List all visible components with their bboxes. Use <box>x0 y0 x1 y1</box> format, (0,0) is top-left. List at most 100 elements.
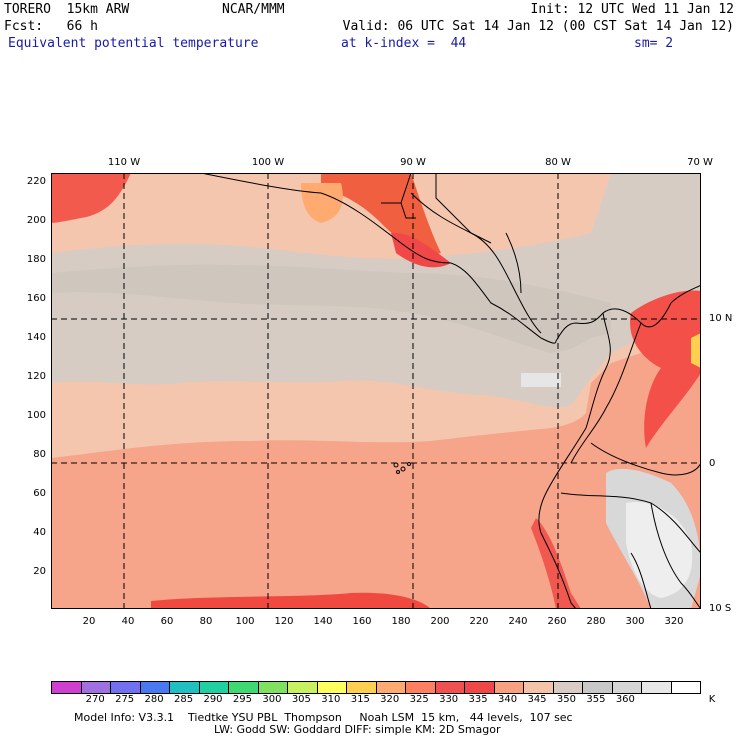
colorbar-level-label: 350 <box>556 694 576 705</box>
lon-label: 110 W <box>107 157 141 168</box>
colorbar-swatch <box>140 682 170 693</box>
field-shading-350b <box>51 264 611 353</box>
y-tick: 180 <box>26 254 46 265</box>
x-tick: 300 <box>625 616 645 627</box>
field-shading-330-peru <box>531 518 581 609</box>
lon-label: 80 W <box>545 157 571 168</box>
field-shading-330-south <box>151 592 431 609</box>
x-tick: 20 <box>82 616 96 627</box>
y-tick: 60 <box>33 488 46 499</box>
colorbar-level-label: 360 <box>615 694 635 705</box>
colorbar-swatch <box>435 682 465 693</box>
lon-label: 100 W <box>251 157 285 168</box>
x-tick: 280 <box>586 616 606 627</box>
y-tick: 40 <box>33 527 46 538</box>
lon-label: 90 W <box>400 157 426 168</box>
field-shading-310-co <box>691 333 701 368</box>
colorbar-level-label: 345 <box>527 694 547 705</box>
colorbar-level-label: 325 <box>409 694 429 705</box>
colorbar-swatch <box>376 682 406 693</box>
x-tick: 60 <box>160 616 174 627</box>
y-tick: 20 <box>33 566 46 577</box>
lat-label: 0 <box>709 458 716 469</box>
colorbar-level-label: 290 <box>203 694 223 705</box>
colorbar-level-label: 310 <box>321 694 341 705</box>
coastlines <box>200 173 701 609</box>
y-tick: 220 <box>26 176 46 187</box>
y-tick: 120 <box>26 371 46 382</box>
x-tick: 320 <box>664 616 684 627</box>
x-tick: 80 <box>199 616 213 627</box>
colorbar-swatch <box>52 682 82 693</box>
field-shading-330-co <box>630 290 701 448</box>
level-info: at k-index = 44 <box>341 36 467 51</box>
y-tick: 200 <box>26 215 46 226</box>
x-tick: 200 <box>430 616 450 627</box>
colorbar-level-label: 330 <box>439 694 459 705</box>
colorbar-unit: K <box>708 694 716 705</box>
colorbar-swatch <box>671 682 700 693</box>
colorbar <box>51 681 701 694</box>
lat-label: 10 N <box>709 313 733 324</box>
model-name: TORERO 15km ARW <box>4 2 130 17</box>
y-tick: 140 <box>26 332 46 343</box>
colorbar-swatch <box>258 682 288 693</box>
x-tick: 140 <box>313 616 333 627</box>
y-tick: 80 <box>33 449 46 460</box>
latlon-grid <box>51 173 701 609</box>
colorbar-level-label: 315 <box>350 694 370 705</box>
colorbar-swatch <box>494 682 524 693</box>
colorbar-swatch <box>406 682 436 693</box>
lon-label: 70 W <box>687 157 713 168</box>
colorbar-swatch <box>553 682 583 693</box>
colorbar-level-label: 280 <box>144 694 164 705</box>
colorbar-level-label: 320 <box>380 694 400 705</box>
x-tick: 260 <box>547 616 567 627</box>
colorbar-swatch <box>111 682 141 693</box>
colorbar-level-label: 340 <box>497 694 518 705</box>
map-frame <box>51 173 701 609</box>
model-info-line2: LW: Godd SW: Goddard DIFF: simple KM: 2D… <box>214 723 501 736</box>
field-shading-330-nw <box>51 173 131 223</box>
colorbar-swatch <box>229 682 259 693</box>
valid-time: Valid: 06 UTC Sat 14 Jan 12 (00 CST Sat … <box>342 19 734 34</box>
colorbar-level-label: 285 <box>173 694 194 705</box>
colorbar-level-label: 270 <box>85 694 105 705</box>
field-shading-grey-se <box>521 373 561 387</box>
lat-label: 10 S <box>709 603 732 614</box>
x-tick: 40 <box>121 616 135 627</box>
model-info-line1: Model Info: V3.3.1 Tiedtke YSU PBL Thomp… <box>74 711 573 724</box>
colorbar-swatch <box>524 682 554 693</box>
colorbar-swatch <box>465 682 495 693</box>
colorbar-swatch <box>199 682 229 693</box>
x-tick: 100 <box>235 616 255 627</box>
field-shading-320-mex <box>301 183 343 223</box>
x-tick: 240 <box>508 616 528 627</box>
init-time: Init: 12 UTC Wed 11 Jan 12 <box>530 2 735 17</box>
colorbar-swatch <box>612 682 642 693</box>
field-name: Equivalent potential temperature <box>8 36 259 51</box>
y-tick: 100 <box>26 410 46 421</box>
colorbar-swatch <box>347 682 377 693</box>
x-tick: 220 <box>469 616 489 627</box>
colorbar-swatch <box>288 682 318 693</box>
colorbar-level-label: 295 <box>232 694 252 705</box>
colorbar-swatch <box>170 682 200 693</box>
field-shading-360 <box>626 502 693 598</box>
colorbar-level-label: 275 <box>115 694 135 705</box>
theta-e-map <box>51 173 701 609</box>
forecast-hour: Fcst: 66 h <box>4 19 98 34</box>
colorbar-swatch <box>642 682 672 693</box>
colorbar-swatch <box>583 682 613 693</box>
x-tick: 180 <box>391 616 411 627</box>
y-tick: 160 <box>26 293 46 304</box>
colorbar-level-label: 305 <box>291 694 311 705</box>
colorbar-swatch <box>81 682 111 693</box>
x-tick: 120 <box>274 616 294 627</box>
field-shading-330-gt <box>391 232 451 268</box>
x-tick: 160 <box>352 616 372 627</box>
colorbar-level-label: 300 <box>262 694 282 705</box>
colorbar-swatch <box>317 682 347 693</box>
colorbar-level-label: 335 <box>468 694 488 705</box>
colorbar-level-label: 355 <box>586 694 606 705</box>
